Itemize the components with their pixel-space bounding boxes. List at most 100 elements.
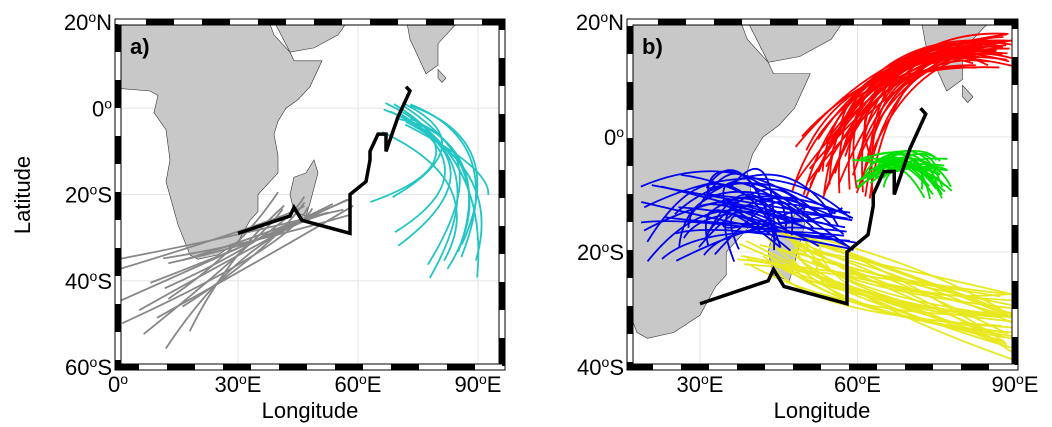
land — [289, 159, 319, 217]
tick-label: 20oN — [576, 9, 624, 35]
trajectory — [847, 56, 1014, 190]
tick-hemisphere: S — [609, 355, 624, 380]
trajectory — [370, 103, 437, 203]
tick-label: 40oS — [65, 268, 112, 294]
trajectory — [874, 151, 940, 191]
tick-number: 40 — [577, 355, 601, 380]
tick-hemisphere: S — [97, 269, 112, 294]
trajectory — [404, 123, 490, 196]
tick-degree: o — [90, 354, 98, 370]
tick-degree: o — [90, 268, 98, 284]
tick-hemisphere: E — [1024, 372, 1039, 397]
trajectory — [839, 42, 1004, 135]
trajectory — [714, 200, 794, 255]
tick-number: 90 — [455, 372, 479, 397]
trajectory — [381, 131, 458, 262]
tick-number: 0 — [604, 125, 616, 150]
tick-number: 20 — [64, 10, 88, 35]
land — [437, 68, 447, 83]
tick-degree: o — [600, 9, 608, 25]
tick-label: 40oS — [577, 354, 624, 380]
map-frame-pattern — [627, 19, 1018, 370]
tick-hemisphere: E — [247, 372, 262, 397]
tick-label: 60oS — [65, 354, 112, 380]
tick-degree: o — [90, 182, 98, 198]
tick-degree: o — [239, 371, 247, 387]
trajectory — [167, 191, 279, 300]
trajectory — [674, 182, 836, 215]
tick-label: 90oE — [455, 371, 502, 397]
tick-hemisphere: E — [709, 372, 724, 397]
tick-label: 60oE — [834, 371, 881, 397]
trajectory — [150, 198, 348, 284]
tick-number: 40 — [65, 269, 89, 294]
land — [406, 22, 460, 75]
tick-degree: o — [104, 95, 112, 111]
tick-number: 60 — [65, 355, 89, 380]
tick-degree: o — [858, 371, 866, 387]
tick-label: 0o — [92, 95, 112, 121]
tick-label: 30oE — [677, 371, 724, 397]
trajectory — [722, 205, 809, 229]
trajectory — [737, 258, 1001, 298]
region-boundary — [699, 107, 928, 307]
trajectory — [188, 204, 285, 332]
tick-degree: o — [602, 354, 610, 370]
region-boundary — [237, 85, 413, 236]
tick-degree: o — [701, 371, 709, 387]
x-axis-label: Longitude — [262, 398, 359, 423]
tick-hemisphere: N — [96, 10, 112, 35]
tick-number: 30 — [215, 372, 239, 397]
trajectory — [852, 50, 1001, 189]
tick-label: 60oE — [335, 371, 382, 397]
land — [118, 22, 323, 260]
tick-number: 20 — [65, 183, 89, 208]
trajectory — [703, 226, 847, 256]
trajectory — [698, 172, 777, 242]
trajectory — [401, 104, 471, 270]
tick-number: 90 — [992, 372, 1016, 397]
map-area — [630, 22, 1015, 367]
trajectory — [795, 255, 1012, 349]
trajectory — [678, 206, 820, 247]
tick-label: 20oS — [577, 239, 624, 265]
trajectory — [775, 268, 1002, 327]
tick-degree: o — [602, 239, 610, 255]
tick-label: 0o — [604, 124, 624, 150]
panel-label: b) — [642, 34, 663, 59]
trajectory — [646, 182, 778, 243]
trajectory — [706, 188, 806, 233]
tick-label: 30oE — [215, 371, 262, 397]
tick-number: 60 — [335, 372, 359, 397]
tick-degree: o — [479, 371, 487, 387]
trajectory — [766, 236, 1002, 342]
panel-label: a) — [130, 34, 150, 59]
tick-label: 0o — [108, 371, 128, 397]
tick-label: 20oN — [64, 9, 112, 35]
tick-hemisphere: E — [866, 372, 881, 397]
y-axis-label: Latitude — [10, 156, 35, 234]
map-frame-pattern — [115, 19, 505, 370]
tick-hemisphere: S — [97, 355, 112, 380]
trajectory — [811, 260, 1015, 310]
trajectory — [665, 207, 843, 225]
trajectory — [767, 254, 1012, 334]
trajectory — [397, 117, 461, 266]
x-axis-label: Longitude — [774, 398, 871, 423]
tick-hemisphere: S — [609, 240, 624, 265]
tick-hemisphere: E — [367, 372, 382, 397]
tick-hemisphere: S — [97, 183, 112, 208]
trajectory — [743, 263, 1015, 321]
tick-degree: o — [359, 371, 367, 387]
tick-number: 0 — [92, 96, 104, 121]
trajectory — [409, 104, 479, 245]
tick-degree: o — [1016, 371, 1024, 387]
tick-number: 20 — [576, 10, 600, 35]
tick-degree: o — [616, 124, 624, 140]
trajectory — [704, 209, 781, 249]
tick-degree: o — [120, 371, 128, 387]
tick-degree: o — [88, 9, 96, 25]
trajectory — [876, 158, 941, 182]
trajectory — [817, 39, 1014, 140]
